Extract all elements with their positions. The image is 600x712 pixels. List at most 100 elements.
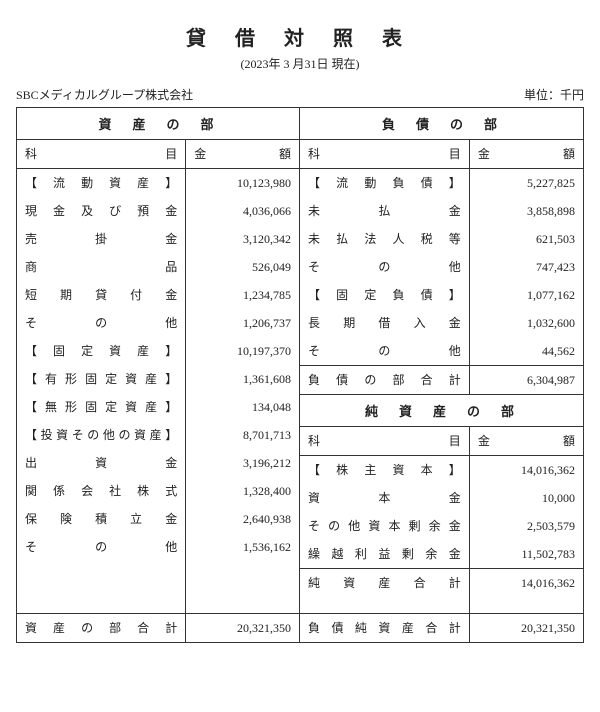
as-of-date: (2023年 3 月31日 現在) [16,55,584,72]
liability-amount: 44,562 [470,337,583,365]
asset-amount: 1,234,785 [186,281,299,309]
liabilities-total-row: 負 債 の 部 合 計 6,304,987 [300,365,583,394]
page-title: 貸 借 対 照 表 [16,22,584,51]
header-amount: 金 額 [470,427,583,455]
right-spacer [300,597,583,613]
liabilities-total-label: 負 債 の 部 合 計 [300,366,470,394]
assets-section-header: 資 産 の 部 [17,108,299,140]
asset-label: 出 資 金 [17,449,186,477]
header-amount: 金 額 [186,140,299,168]
asset-row: そ の 他1,536,162 [17,533,299,561]
equity-total-label: 純 資 産 合 計 [300,569,470,597]
asset-amount: 3,120,342 [186,225,299,253]
company-name: SBCメディカルグループ株式会社 [16,86,193,103]
liability-label: 【 流 動 負 債 】 [300,169,470,197]
liability-label: 長 期 借 入 金 [300,309,470,337]
asset-label: 【 有 形 固 定 資 産 】 [17,365,186,393]
asset-amount: 10,197,370 [186,337,299,365]
assets-col-headers: 科 目 金 額 [17,140,299,169]
asset-amount: 1,536,162 [186,533,299,561]
asset-label: 【 流 動 資 産 】 [17,169,186,197]
assets-total-label: 資 産 の 部 合 計 [17,614,186,642]
grand-total-amount: 20,321,350 [470,614,583,642]
asset-row: 【 無 形 固 定 資 産 】134,048 [17,393,299,421]
liability-row: そ の 他44,562 [300,337,583,365]
grand-total-label: 負 債 純 資 産 合 計 [300,614,470,642]
header-item: 科 目 [300,140,470,168]
liability-row: 【 固 定 負 債 】1,077,162 [300,281,583,309]
header-item: 科 目 [17,140,186,168]
equity-label: 【 株 主 資 本 】 [300,456,470,484]
asset-row: 短 期 貸 付 金1,234,785 [17,281,299,309]
asset-label: そ の 他 [17,309,186,337]
liability-row: 【 流 動 負 債 】5,227,825 [300,169,583,197]
asset-amount: 1,328,400 [186,477,299,505]
liability-amount: 747,423 [470,253,583,281]
equity-total-row: 純 資 産 合 計 14,016,362 [300,568,583,597]
liabilities-col-headers: 科 目 金 額 [300,140,583,169]
assets-total-row: 資 産 の 部 合 計 20,321,350 [17,613,299,642]
asset-label: 【 無 形 固 定 資 産 】 [17,393,186,421]
liability-row: そ の 他747,423 [300,253,583,281]
asset-amount: 8,701,713 [186,421,299,449]
equity-row: 【 株 主 資 本 】14,016,362 [300,456,583,484]
asset-row: 【投資その他の資産】8,701,713 [17,421,299,449]
liability-amount: 5,227,825 [470,169,583,197]
asset-row: 商 品526,049 [17,253,299,281]
asset-label: 現 金 及 び 預 金 [17,197,186,225]
header-item: 科 目 [300,427,470,455]
equity-label: 繰 越 利 益 剰 余 金 [300,540,470,568]
assets-column: 資 産 の 部 科 目 金 額 【 流 動 資 産 】10,123,980現 金… [17,108,300,642]
liabilities-section-header: 負 債 の 部 [300,108,583,140]
asset-row: 【 有 形 固 定 資 産 】1,361,608 [17,365,299,393]
asset-row: 売 掛 金3,120,342 [17,225,299,253]
asset-label: 【投資その他の資産】 [17,421,186,449]
asset-amount: 10,123,980 [186,169,299,197]
asset-label: 売 掛 金 [17,225,186,253]
liability-label: 未 払 法 人 税 等 [300,225,470,253]
asset-label: 関 係 会 社 株 式 [17,477,186,505]
asset-row: 【 流 動 資 産 】10,123,980 [17,169,299,197]
liability-label: 未 払 金 [300,197,470,225]
liabilities-equity-column: 負 債 の 部 科 目 金 額 【 流 動 負 債 】5,227,825未 払 … [300,108,583,642]
asset-row: 関 係 会 社 株 式1,328,400 [17,477,299,505]
liability-label: 【 固 定 負 債 】 [300,281,470,309]
asset-amount: 134,048 [186,393,299,421]
liability-amount: 1,077,162 [470,281,583,309]
equity-row: 資 本 金10,000 [300,484,583,512]
asset-amount: 4,036,066 [186,197,299,225]
balance-sheet: 資 産 の 部 科 目 金 額 【 流 動 資 産 】10,123,980現 金… [16,107,584,643]
liability-amount: 1,032,600 [470,309,583,337]
liability-amount: 621,503 [470,225,583,253]
asset-amount: 3,196,212 [186,449,299,477]
asset-amount: 526,049 [186,253,299,281]
equity-amount: 10,000 [470,484,583,512]
asset-row: そ の 他1,206,737 [17,309,299,337]
asset-row: 保 険 積 立 金2,640,938 [17,505,299,533]
asset-row: 【 固 定 資 産 】10,197,370 [17,337,299,365]
header-amount: 金 額 [470,140,583,168]
asset-label: 商 品 [17,253,186,281]
asset-label: 短 期 貸 付 金 [17,281,186,309]
equity-row: 繰 越 利 益 剰 余 金11,502,783 [300,540,583,568]
liability-label: そ の 他 [300,253,470,281]
asset-label: 【 固 定 資 産 】 [17,337,186,365]
liability-row: 未 払 法 人 税 等621,503 [300,225,583,253]
equity-amount: 11,502,783 [470,540,583,568]
asset-label: そ の 他 [17,533,186,561]
liability-amount: 3,858,898 [470,197,583,225]
unit-label: 単位：千円 [524,86,584,103]
equity-label: 資 本 金 [300,484,470,512]
asset-amount: 1,361,608 [186,365,299,393]
equity-amount: 2,503,579 [470,512,583,540]
asset-amount: 1,206,737 [186,309,299,337]
asset-label: 保 険 積 立 金 [17,505,186,533]
equity-row: その他資本剰余金2,503,579 [300,512,583,540]
equity-label: その他資本剰余金 [300,512,470,540]
equity-section-header: 純 資 産 の 部 [300,394,583,427]
equity-total-amount: 14,016,362 [470,569,583,597]
asset-amount: 2,640,938 [186,505,299,533]
liability-row: 未 払 金3,858,898 [300,197,583,225]
equity-col-headers: 科 目 金 額 [300,427,583,456]
assets-total-amount: 20,321,350 [186,614,299,642]
